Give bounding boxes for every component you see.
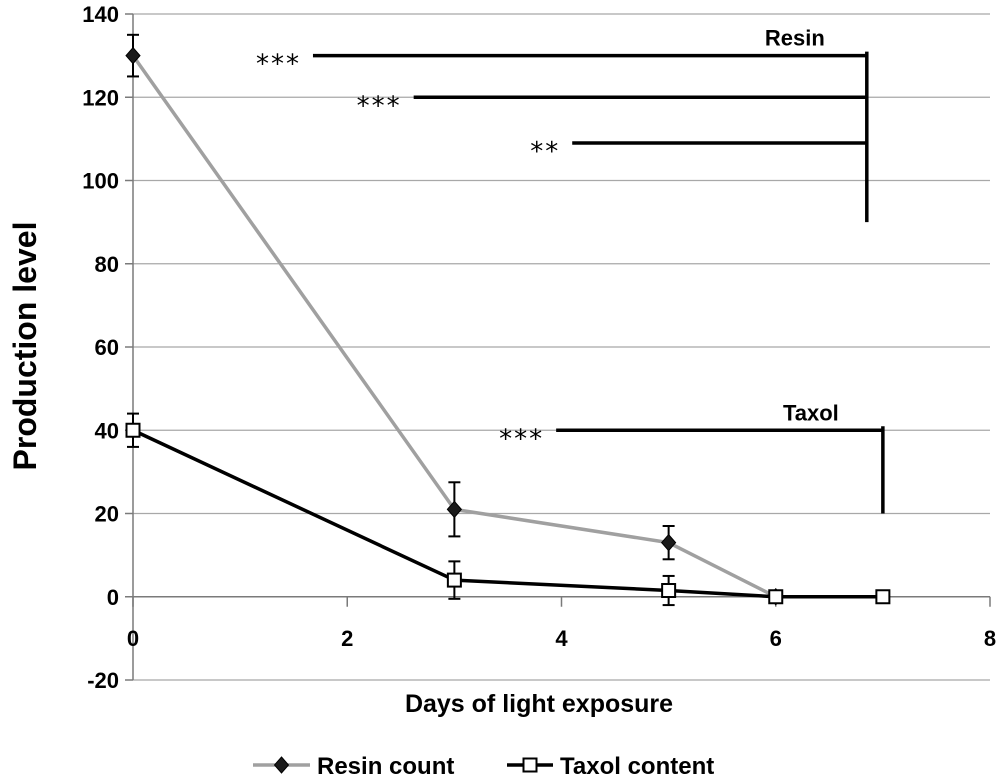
data-point — [125, 46, 141, 65]
data-series — [125, 33, 891, 607]
legend-entry: Taxol content — [507, 753, 714, 779]
y-tick-label: 60 — [95, 335, 119, 360]
legend: Resin count Taxol content — [253, 753, 714, 779]
legend-marker — [273, 756, 290, 774]
legend-marker — [522, 757, 538, 773]
data-point — [446, 572, 462, 588]
x-tick-label: 8 — [984, 626, 996, 651]
x-tick-label: 4 — [555, 626, 568, 651]
x-tick-label: 2 — [341, 626, 353, 651]
y-tick-label: 120 — [82, 85, 119, 110]
annotation-resin: ********Resin — [256, 26, 869, 223]
x-tick-label: 0 — [127, 626, 139, 651]
legend-entry: Resin count — [253, 753, 454, 779]
legend-label: Taxol content — [560, 753, 714, 779]
tick-labels: -20 0 20 40 60 80 100 120 140 0 2 4 6 8 — [82, 2, 996, 693]
y-axis-label: Production level — [7, 222, 43, 471]
data-point — [660, 533, 677, 552]
y-tick-label: 0 — [107, 585, 119, 610]
annotation-label: Taxol — [783, 400, 839, 425]
significance-stars: *** — [256, 50, 301, 80]
data-point — [661, 583, 677, 599]
data-point — [768, 589, 784, 605]
significance-stars: ** — [530, 137, 560, 167]
series-resin-count — [125, 33, 784, 606]
series-taxol-content — [125, 412, 891, 607]
y-tick-label: -20 — [87, 668, 119, 693]
y-tick-label: 80 — [95, 252, 119, 277]
x-tick-label: 6 — [770, 626, 782, 651]
data-point — [125, 422, 141, 438]
annotation-taxol: *** Taxol — [499, 400, 885, 514]
y-tick-label: 140 — [82, 2, 119, 27]
significance-stars: *** — [499, 424, 544, 454]
grid-lines — [133, 13, 990, 681]
data-point — [446, 500, 463, 519]
significance-stars: *** — [357, 91, 402, 121]
x-axis-label: Days of light exposure — [405, 690, 673, 718]
y-tick-label: 20 — [95, 502, 119, 527]
y-tick-label: 100 — [82, 169, 119, 194]
legend-label: Resin count — [317, 753, 454, 779]
data-point — [875, 589, 891, 605]
annotation-label: Resin — [765, 26, 825, 51]
y-tick-label: 40 — [95, 418, 119, 443]
series-line — [131, 54, 777, 599]
significance-annotations: ********Resin***Taxol — [256, 26, 885, 514]
